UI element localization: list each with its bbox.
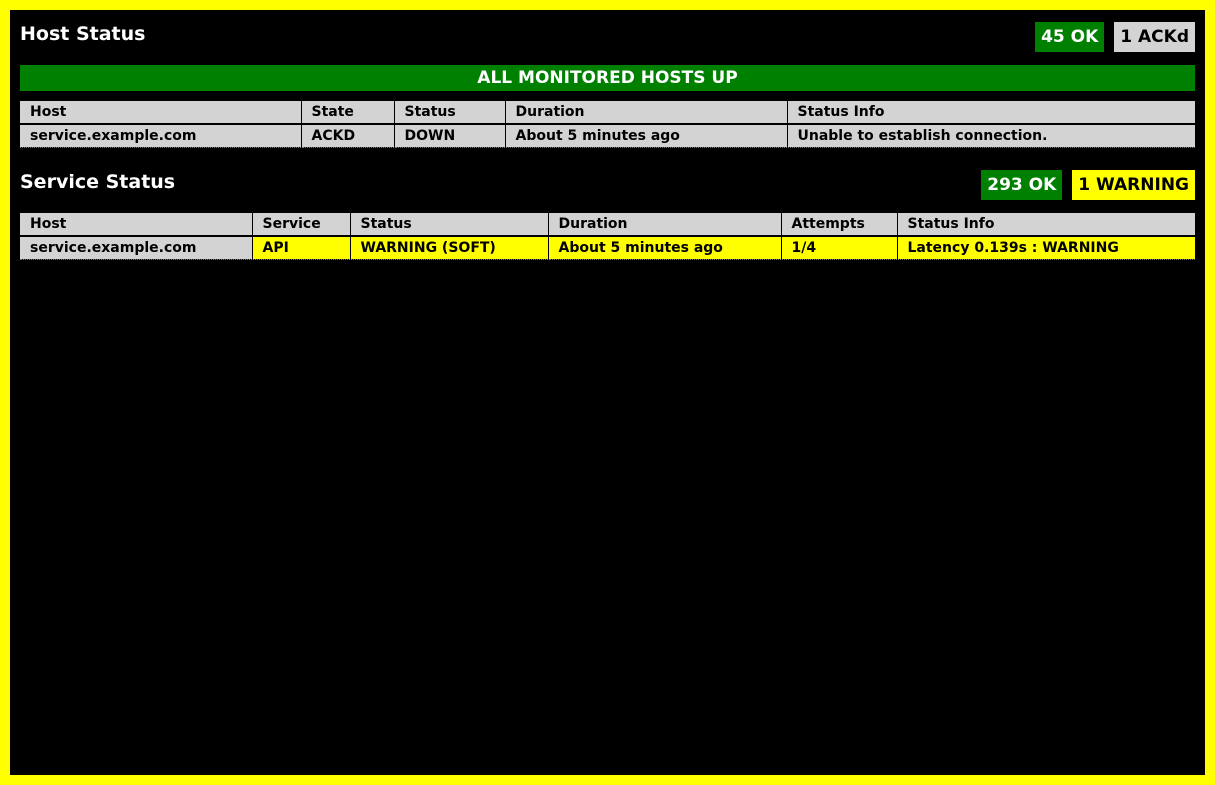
service-cell-status-info: Latency 0.139s : WARNING [896, 236, 1195, 260]
host-cell-state: ACKD [300, 124, 394, 148]
host-col-status: Status [393, 101, 505, 125]
host-cell-status: DOWN [393, 124, 505, 148]
hosts-up-banner: ALL MONITORED HOSTS UP [20, 65, 1195, 91]
service-col-host: Host [20, 213, 252, 237]
dashboard-frame: Host Status 45 OK 1 ACKd ALL MONITORED H… [10, 10, 1205, 775]
service-cell-host: service.example.com [20, 236, 252, 260]
service-status-badges: 293 OK 1 WARNING [981, 170, 1195, 200]
host-col-host: Host [20, 101, 301, 125]
service-cell-duration: About 5 minutes ago [547, 236, 781, 260]
service-ok-badge: 293 OK [981, 170, 1063, 200]
host-cell-host: service.example.com [20, 124, 301, 148]
service-col-status: Status [349, 213, 548, 237]
host-col-state: State [300, 101, 394, 125]
table-row: service.example.com API WARNING (SOFT) A… [20, 236, 1195, 260]
host-col-status-info: Status Info [786, 101, 1195, 125]
host-status-title: Host Status [20, 23, 146, 45]
service-status-title: Service Status [20, 171, 176, 193]
host-ackd-badge: 1 ACKd [1114, 22, 1195, 52]
service-cell-attempts: 1/4 [780, 236, 897, 260]
host-ok-badge: 45 OK [1035, 22, 1105, 52]
service-warning-badge: 1 WARNING [1072, 170, 1195, 200]
service-col-service: Service [251, 213, 350, 237]
host-status-badges: 45 OK 1 ACKd [1035, 22, 1195, 52]
host-status-table: Host State Status Duration Status Info s… [20, 101, 1195, 148]
host-cell-duration: About 5 minutes ago [504, 124, 787, 148]
host-col-duration: Duration [504, 101, 787, 125]
service-cell-status: WARNING (SOFT) [349, 236, 548, 260]
service-col-duration: Duration [547, 213, 781, 237]
service-status-header: Service Status 293 OK 1 WARNING [20, 168, 1195, 200]
host-status-header: Host Status 45 OK 1 ACKd [20, 20, 1195, 52]
host-table-header-row: Host State Status Duration Status Info [20, 101, 1195, 125]
host-cell-status-info: Unable to establish connection. [786, 124, 1195, 148]
service-table-header-row: Host Service Status Duration Attempts St… [20, 213, 1195, 237]
service-col-attempts: Attempts [780, 213, 897, 237]
service-col-status-info: Status Info [896, 213, 1195, 237]
service-cell-service: API [251, 236, 350, 260]
table-row: service.example.com ACKD DOWN About 5 mi… [20, 124, 1195, 148]
service-status-table: Host Service Status Duration Attempts St… [20, 213, 1195, 260]
